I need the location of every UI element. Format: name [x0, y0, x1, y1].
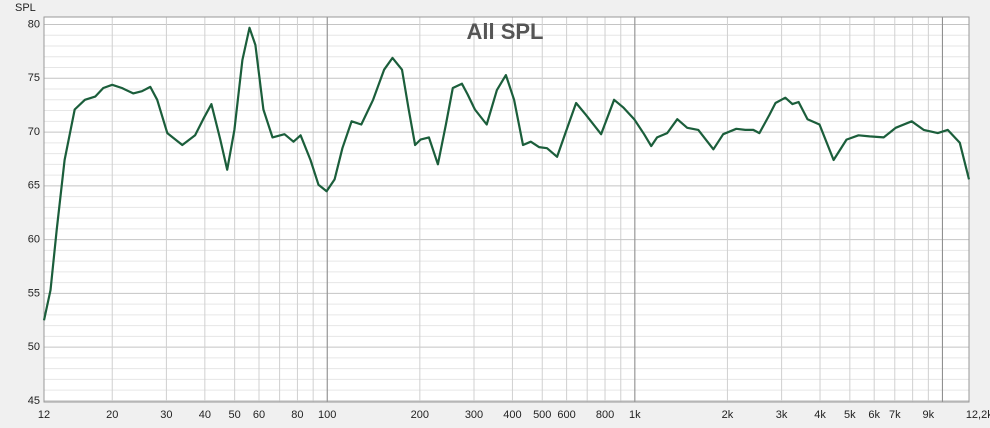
y-axis-label: SPL — [15, 2, 36, 14]
y-tick-label: 70 — [28, 126, 40, 138]
x-tick-label: 400 — [503, 409, 521, 421]
x-tick-label: 60 — [253, 409, 265, 421]
x-tick-label: 6k — [868, 409, 880, 421]
y-tick-label: 60 — [28, 234, 40, 246]
x-tick-label: 100 — [318, 409, 336, 421]
plot-frame — [43, 16, 970, 403]
x-tick-label: 5k — [844, 409, 856, 421]
y-tick-label: 50 — [28, 341, 40, 353]
chart-title: All SPL — [466, 19, 543, 44]
x-tick-label: 80 — [291, 409, 303, 421]
x-tick-label: 200 — [411, 409, 429, 421]
y-tick-label: 75 — [28, 72, 40, 84]
x-tick-label: 600 — [557, 409, 575, 421]
x-tick-label: 4k — [814, 409, 826, 421]
x-tick-label: 40 — [199, 409, 211, 421]
x-tick-label: 20 — [106, 409, 118, 421]
x-tick-label: 3k — [776, 409, 788, 421]
x-tick-label: 7k — [889, 409, 901, 421]
x-tick-label: 9k — [923, 409, 935, 421]
x-tick-label: 800 — [596, 409, 614, 421]
plot-area — [44, 17, 969, 402]
y-tick-label: 65 — [28, 180, 40, 192]
x-tick-label: 1k — [629, 409, 641, 421]
x-tick-label: 500 — [533, 409, 551, 421]
x-tick-label: 300 — [465, 409, 483, 421]
y-tick-label: 45 — [28, 395, 40, 407]
x-tick-label: 50 — [229, 409, 241, 421]
x-tick-label: 2k — [722, 409, 734, 421]
data-line — [42, 26, 971, 321]
x-tick-label: 30 — [160, 409, 172, 421]
x-tick-label: 12,2kHz — [966, 409, 990, 421]
y-tick-label: 55 — [28, 287, 40, 299]
y-tick-label: 80 — [28, 18, 40, 30]
x-tick-label: 12 — [38, 409, 50, 421]
